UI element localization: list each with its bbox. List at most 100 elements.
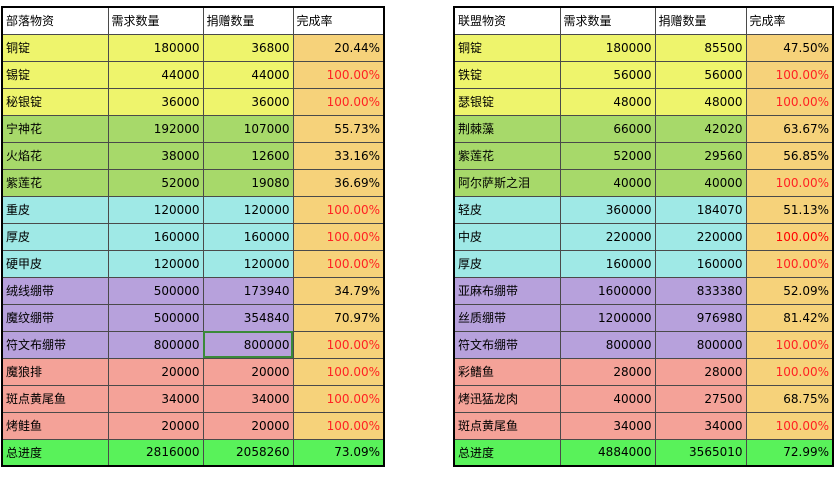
tribe-need-cell[interactable]: 36000 <box>107 87 204 116</box>
tribe-donated-cell[interactable]: 173940 <box>202 276 294 305</box>
tribe-donated-cell[interactable]: 44000 <box>202 60 294 89</box>
alliance-rate-cell[interactable]: 100.00% <box>745 411 834 440</box>
tribe-need-cell[interactable]: 120000 <box>107 249 204 278</box>
tribe-donated-cell[interactable]: 120000 <box>202 195 294 224</box>
tribe-name-cell[interactable]: 秘银锭 <box>1 87 109 116</box>
alliance-rate-cell[interactable]: 100.00% <box>745 87 834 116</box>
tribe-total-need-cell[interactable]: 2816000 <box>107 438 204 467</box>
alliance-name-cell[interactable]: 瑟银锭 <box>453 87 561 116</box>
tribe-name-cell[interactable]: 锡锭 <box>1 60 109 89</box>
tribe-need-cell[interactable]: 180000 <box>107 33 204 62</box>
alliance-name-cell[interactable]: 符文布绷带 <box>453 330 561 359</box>
alliance-donated-cell[interactable]: 220000 <box>654 222 747 251</box>
alliance-rate-cell[interactable]: 100.00% <box>745 357 834 386</box>
alliance-name-cell[interactable]: 亚麻布绷带 <box>453 276 561 305</box>
alliance-need-cell[interactable]: 1200000 <box>559 303 656 332</box>
alliance-rate-cell[interactable]: 52.09% <box>745 276 834 305</box>
alliance-need-cell[interactable]: 220000 <box>559 222 656 251</box>
alliance-name-cell[interactable]: 中皮 <box>453 222 561 251</box>
tribe-header-cell[interactable]: 完成率 <box>292 6 385 35</box>
tribe-need-cell[interactable]: 192000 <box>107 114 204 143</box>
alliance-rate-cell[interactable]: 100.00% <box>745 222 834 251</box>
tribe-name-cell[interactable]: 厚皮 <box>1 222 109 251</box>
alliance-name-cell[interactable]: 彩鳍鱼 <box>453 357 561 386</box>
alliance-header-cell[interactable]: 完成率 <box>745 6 834 35</box>
alliance-donated-cell[interactable]: 85500 <box>654 33 747 62</box>
tribe-rate-cell[interactable]: 100.00% <box>292 222 385 251</box>
alliance-rate-cell[interactable]: 47.50% <box>745 33 834 62</box>
tribe-rate-cell[interactable]: 100.00% <box>292 60 385 89</box>
alliance-need-cell[interactable]: 360000 <box>559 195 656 224</box>
tribe-name-cell[interactable]: 魔狼排 <box>1 357 109 386</box>
tribe-name-cell[interactable]: 硬甲皮 <box>1 249 109 278</box>
tribe-rate-cell[interactable]: 100.00% <box>292 87 385 116</box>
alliance-rate-cell[interactable]: 56.85% <box>745 141 834 170</box>
alliance-header-cell[interactable]: 捐赠数量 <box>654 6 747 35</box>
alliance-need-cell[interactable]: 52000 <box>559 141 656 170</box>
alliance-rate-cell[interactable]: 100.00% <box>745 60 834 89</box>
tribe-donated-cell[interactable]: 12600 <box>202 141 294 170</box>
tribe-rate-cell[interactable]: 36.69% <box>292 168 385 197</box>
tribe-rate-cell[interactable]: 70.97% <box>292 303 385 332</box>
alliance-rate-cell[interactable]: 100.00% <box>745 249 834 278</box>
alliance-donated-cell[interactable]: 833380 <box>654 276 747 305</box>
alliance-name-cell[interactable]: 厚皮 <box>453 249 561 278</box>
alliance-need-cell[interactable]: 160000 <box>559 249 656 278</box>
tribe-rate-cell[interactable]: 55.73% <box>292 114 385 143</box>
tribe-donated-cell[interactable]: 36000 <box>202 87 294 116</box>
tribe-donated-cell[interactable]: 20000 <box>202 357 294 386</box>
alliance-need-cell[interactable]: 48000 <box>559 87 656 116</box>
alliance-rate-cell[interactable]: 81.42% <box>745 303 834 332</box>
alliance-name-cell[interactable]: 丝质绷带 <box>453 303 561 332</box>
alliance-rate-cell[interactable]: 100.00% <box>745 330 834 359</box>
tribe-name-cell[interactable]: 烤鲑鱼 <box>1 411 109 440</box>
tribe-name-cell[interactable]: 绒线绷带 <box>1 276 109 305</box>
alliance-donated-cell[interactable]: 184070 <box>654 195 747 224</box>
alliance-name-cell[interactable]: 铜锭 <box>453 33 561 62</box>
tribe-name-cell[interactable]: 符文布绷带 <box>1 330 109 359</box>
tribe-rate-cell[interactable]: 34.79% <box>292 276 385 305</box>
tribe-donated-cell[interactable]: 34000 <box>202 384 294 413</box>
tribe-name-cell[interactable]: 斑点黄尾鱼 <box>1 384 109 413</box>
tribe-name-cell[interactable]: 火焰花 <box>1 141 109 170</box>
alliance-header-cell[interactable]: 需求数量 <box>559 6 656 35</box>
tribe-need-cell[interactable]: 38000 <box>107 141 204 170</box>
tribe-need-cell[interactable]: 800000 <box>107 330 204 359</box>
tribe-donated-cell[interactable]: 160000 <box>202 222 294 251</box>
tribe-need-cell[interactable]: 20000 <box>107 411 204 440</box>
tribe-need-cell[interactable]: 52000 <box>107 168 204 197</box>
tribe-name-cell[interactable]: 重皮 <box>1 195 109 224</box>
alliance-need-cell[interactable]: 40000 <box>559 168 656 197</box>
alliance-donated-cell[interactable]: 42020 <box>654 114 747 143</box>
tribe-need-cell[interactable]: 500000 <box>107 276 204 305</box>
alliance-total-donated-cell[interactable]: 3565010 <box>654 438 747 467</box>
tribe-rate-cell[interactable]: 100.00% <box>292 357 385 386</box>
alliance-rate-cell[interactable]: 68.75% <box>745 384 834 413</box>
alliance-name-cell[interactable]: 铁锭 <box>453 60 561 89</box>
alliance-name-cell[interactable]: 荆棘藻 <box>453 114 561 143</box>
tribe-rate-cell[interactable]: 100.00% <box>292 249 385 278</box>
tribe-need-cell[interactable]: 34000 <box>107 384 204 413</box>
tribe-name-cell[interactable]: 铜锭 <box>1 33 109 62</box>
tribe-need-cell[interactable]: 44000 <box>107 60 204 89</box>
tribe-name-cell[interactable]: 魔纹绷带 <box>1 303 109 332</box>
alliance-donated-cell[interactable]: 40000 <box>654 168 747 197</box>
alliance-need-cell[interactable]: 40000 <box>559 384 656 413</box>
tribe-rate-cell[interactable]: 100.00% <box>292 195 385 224</box>
tribe-name-cell[interactable]: 紫莲花 <box>1 168 109 197</box>
tribe-need-cell[interactable]: 120000 <box>107 195 204 224</box>
alliance-need-cell[interactable]: 180000 <box>559 33 656 62</box>
tribe-header-cell[interactable]: 捐赠数量 <box>202 6 294 35</box>
tribe-donated-cell[interactable]: 19080 <box>202 168 294 197</box>
tribe-donated-cell[interactable]: 354840 <box>202 303 294 332</box>
alliance-name-cell[interactable]: 阿尔萨斯之泪 <box>453 168 561 197</box>
alliance-donated-cell[interactable]: 160000 <box>654 249 747 278</box>
alliance-rate-cell[interactable]: 100.00% <box>745 168 834 197</box>
alliance-name-cell[interactable]: 烤迅猛龙肉 <box>453 384 561 413</box>
alliance-need-cell[interactable]: 66000 <box>559 114 656 143</box>
alliance-donated-cell[interactable]: 29560 <box>654 141 747 170</box>
alliance-rate-cell[interactable]: 63.67% <box>745 114 834 143</box>
tribe-total-donated-cell[interactable]: 2058260 <box>202 438 294 467</box>
alliance-donated-cell[interactable]: 976980 <box>654 303 747 332</box>
tribe-name-cell[interactable]: 宁神花 <box>1 114 109 143</box>
